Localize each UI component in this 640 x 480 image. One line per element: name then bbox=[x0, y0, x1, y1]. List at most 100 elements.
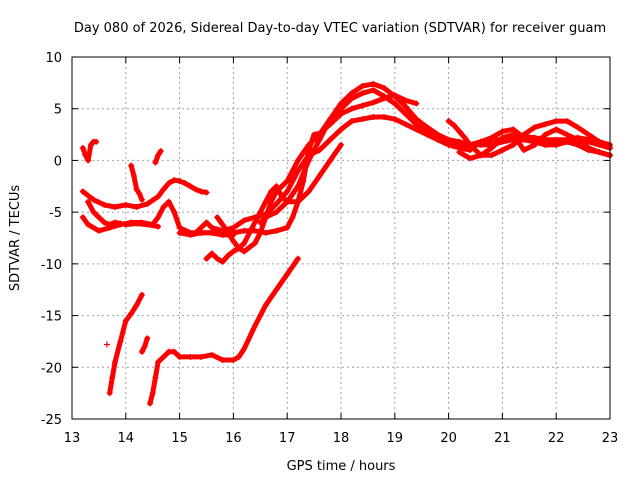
data-point bbox=[138, 291, 145, 298]
data-point bbox=[165, 198, 172, 205]
data-point bbox=[284, 271, 291, 278]
data-point bbox=[219, 221, 226, 228]
data-point bbox=[192, 229, 199, 236]
y-axis-ticks: -25 -20 -15 -10 -5 0 5 10 bbox=[41, 51, 610, 428]
data-point bbox=[171, 348, 178, 355]
data-point bbox=[359, 82, 366, 89]
data-point bbox=[219, 258, 226, 265]
data-point bbox=[155, 152, 162, 159]
data-point bbox=[294, 167, 301, 174]
series-track-6 bbox=[152, 148, 164, 166]
data-point bbox=[262, 229, 269, 236]
data-point bbox=[262, 214, 269, 221]
data-point bbox=[262, 302, 269, 309]
data-point bbox=[574, 124, 581, 131]
data-point bbox=[305, 157, 312, 164]
data-point bbox=[574, 134, 581, 141]
data-point bbox=[359, 90, 366, 97]
data-point bbox=[138, 348, 145, 355]
data-point bbox=[424, 124, 431, 131]
data-point bbox=[531, 124, 538, 131]
y-tick-label: -15 bbox=[41, 310, 62, 325]
data-point bbox=[133, 203, 140, 210]
data-point bbox=[284, 188, 291, 195]
data-point bbox=[117, 338, 124, 345]
data-point bbox=[273, 200, 280, 207]
data-point bbox=[510, 126, 517, 133]
data-point bbox=[109, 374, 116, 381]
data-point bbox=[133, 186, 140, 193]
series-trace bbox=[257, 81, 613, 225]
data-point bbox=[456, 149, 463, 156]
data-point bbox=[456, 138, 463, 145]
data-point bbox=[147, 400, 154, 407]
series-trace bbox=[80, 177, 209, 210]
data-point bbox=[370, 87, 377, 94]
data-point bbox=[133, 220, 140, 227]
data-point bbox=[553, 126, 560, 133]
data-point bbox=[294, 157, 301, 164]
data-series bbox=[79, 80, 613, 407]
data-point bbox=[160, 203, 167, 210]
data-point bbox=[101, 201, 108, 208]
data-point bbox=[160, 186, 167, 193]
data-point bbox=[214, 255, 221, 262]
data-point bbox=[370, 99, 377, 106]
data-point bbox=[85, 198, 92, 205]
data-point bbox=[133, 302, 140, 309]
data-point bbox=[294, 183, 301, 190]
data-point bbox=[450, 122, 457, 129]
data-point bbox=[284, 198, 291, 205]
chart-title: Day 080 of 2026, Sidereal Day-to-day VTE… bbox=[74, 21, 606, 36]
data-point bbox=[257, 219, 264, 226]
data-point bbox=[370, 80, 377, 87]
data-point bbox=[477, 152, 484, 159]
data-point bbox=[198, 188, 205, 195]
series-track-5 bbox=[128, 162, 145, 203]
data-point bbox=[273, 286, 280, 293]
data-point bbox=[338, 100, 344, 107]
data-point bbox=[171, 177, 178, 184]
data-point bbox=[176, 229, 183, 236]
data-point bbox=[348, 90, 355, 97]
data-point bbox=[294, 255, 301, 262]
data-point bbox=[230, 238, 237, 245]
data-point bbox=[155, 223, 162, 230]
data-point bbox=[225, 229, 232, 236]
data-point bbox=[155, 214, 162, 221]
data-point bbox=[359, 102, 366, 109]
data-point bbox=[187, 353, 194, 360]
data-point bbox=[262, 198, 269, 205]
data-point bbox=[316, 172, 323, 179]
data-point bbox=[90, 209, 97, 216]
data-point bbox=[235, 245, 242, 252]
data-point bbox=[305, 188, 312, 195]
data-point bbox=[79, 188, 86, 195]
data-point bbox=[112, 203, 119, 210]
data-point bbox=[338, 126, 344, 133]
data-point bbox=[467, 141, 474, 148]
data-point bbox=[157, 148, 164, 155]
data-point bbox=[117, 220, 124, 227]
data-point bbox=[251, 322, 258, 329]
data-point bbox=[257, 229, 264, 236]
data-point bbox=[79, 145, 86, 152]
data-point bbox=[122, 317, 129, 324]
series-track-11 bbox=[257, 80, 613, 226]
data-point bbox=[241, 217, 248, 224]
data-point bbox=[155, 359, 162, 366]
data-point bbox=[413, 100, 420, 107]
data-point bbox=[257, 209, 264, 216]
data-point bbox=[327, 136, 334, 143]
data-point bbox=[542, 121, 549, 128]
data-point bbox=[413, 126, 420, 133]
data-point bbox=[128, 162, 135, 169]
data-point bbox=[273, 188, 280, 195]
data-point bbox=[230, 229, 237, 236]
x-tick-label: 18 bbox=[333, 431, 350, 446]
data-point bbox=[165, 180, 172, 187]
data-point bbox=[585, 136, 592, 143]
x-tick-label: 15 bbox=[171, 431, 188, 446]
data-point bbox=[79, 214, 86, 221]
series-track-7 bbox=[176, 92, 420, 238]
